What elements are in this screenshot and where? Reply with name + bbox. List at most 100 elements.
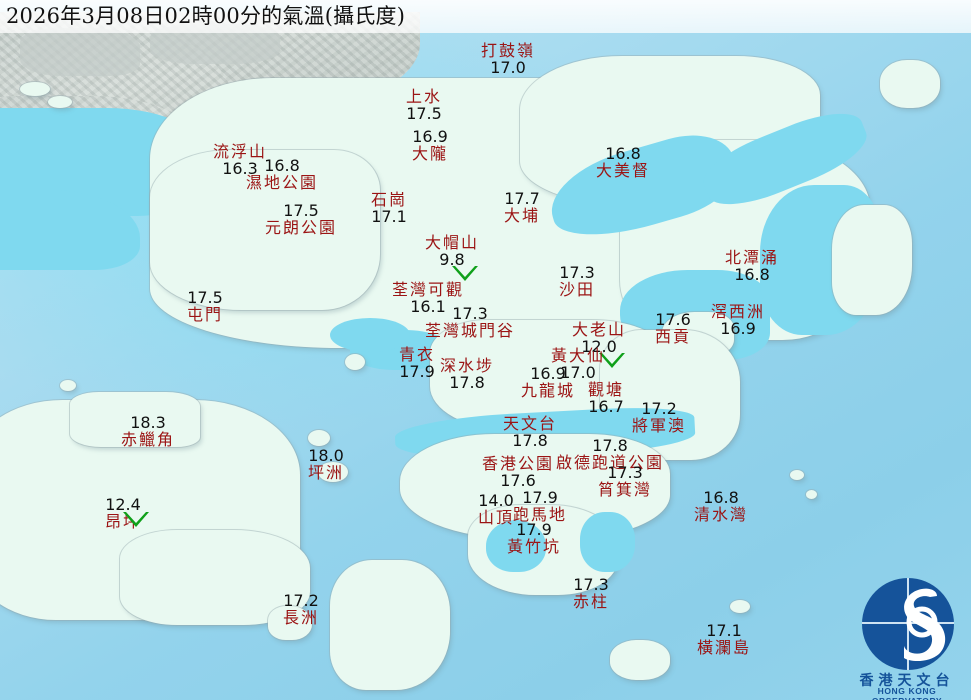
station-name: 沙田 bbox=[559, 280, 596, 299]
station-name: 清水灣 bbox=[694, 505, 749, 524]
station-label: 觀塘 16.7 bbox=[588, 381, 624, 415]
station-name: 元朗公園 bbox=[265, 218, 338, 237]
tsuen-wan-bay-water bbox=[330, 318, 410, 352]
lamma-island-land bbox=[330, 560, 450, 690]
station-name: 大埔 bbox=[504, 206, 541, 225]
station-label: 17.7 大埔 bbox=[504, 190, 540, 224]
station-temperature-value: 17.5 bbox=[187, 288, 223, 307]
station-temperature-value: 17.9 bbox=[522, 488, 558, 507]
station-temperature-value: 17.0 bbox=[560, 363, 596, 382]
station-temperature-value: 16.8 bbox=[264, 156, 300, 175]
station-name: 九龍城 bbox=[521, 381, 576, 400]
station-temperature-value: 17.2 bbox=[641, 399, 677, 418]
station-name: 香港公園 bbox=[482, 454, 555, 473]
station-temperature-value: 17.3 bbox=[573, 575, 609, 594]
station-label: 17.3 筲箕灣 bbox=[598, 464, 652, 498]
station-name: 荃灣可觀 bbox=[392, 280, 465, 299]
station-temperature-value: 17.1 bbox=[371, 207, 407, 226]
logo-s-glyph bbox=[904, 588, 946, 662]
page-title: 2026年3月08日02時00分的氣溫(攝氏度) bbox=[6, 4, 406, 28]
station-label: 17.3 赤柱 bbox=[573, 576, 609, 610]
ma-wan-island bbox=[345, 354, 365, 370]
station-label: 天文台 17.8 bbox=[503, 415, 557, 449]
station-temperature-value: 12.0 bbox=[581, 337, 617, 356]
station-name: 石崗 bbox=[371, 190, 408, 209]
station-label: 打鼓嶺 17.0 bbox=[481, 42, 535, 76]
station-name: 啟德跑道公園 bbox=[556, 453, 665, 472]
sai-kung-outer-island bbox=[832, 205, 912, 315]
station-label: 16.8 濕地公園 bbox=[246, 157, 318, 191]
station-name: 長洲 bbox=[283, 608, 320, 627]
tai-tam-bay-water bbox=[580, 512, 635, 572]
station-name: 筲箕灣 bbox=[598, 480, 653, 499]
station-temperature-value: 17.7 bbox=[504, 189, 540, 208]
station-label: 16.8 大美督 bbox=[596, 145, 650, 179]
station-temperature-value: 17.8 bbox=[449, 373, 485, 392]
station-label: 青衣 17.9 bbox=[399, 346, 435, 380]
station-temperature-value: 9.8 bbox=[439, 250, 465, 269]
station-name: 大隴 bbox=[412, 144, 449, 163]
station-label: 17.9 黃竹坑 bbox=[507, 521, 561, 555]
station-temperature-value: 16.3 bbox=[222, 159, 258, 178]
station-label: 17.8 啟德跑道公園 bbox=[556, 437, 664, 471]
station-name: 赤鱲角 bbox=[121, 430, 176, 449]
station-label: 17.2 長洲 bbox=[283, 592, 319, 626]
station-temperature-value: 17.6 bbox=[655, 310, 691, 329]
station-label: 香港公園 17.6 bbox=[482, 455, 554, 489]
station-temperature-value: 12.4 bbox=[105, 495, 141, 514]
station-name: 打鼓嶺 bbox=[481, 41, 536, 60]
station-label: 大老山 12.0 bbox=[572, 321, 626, 355]
station-label: 16.9 九龍城 bbox=[521, 365, 575, 399]
station-temperature-value: 16.8 bbox=[703, 488, 739, 507]
station-label: 17.3 沙田 bbox=[559, 264, 595, 298]
station-label: 16.9 大隴 bbox=[412, 128, 448, 162]
station-temperature-value: 17.3 bbox=[607, 463, 643, 482]
hko-logo-icon bbox=[862, 578, 954, 670]
logo-name-zh: 香港天文台 bbox=[859, 673, 955, 689]
urban-texture-1 bbox=[20, 28, 140, 76]
station-name: 大美督 bbox=[596, 161, 651, 180]
station-name: 黃竹坑 bbox=[507, 537, 562, 556]
station-temperature-value: 16.8 bbox=[734, 265, 770, 284]
station-temperature-value: 17.0 bbox=[490, 58, 526, 77]
cheung-chau-island bbox=[268, 606, 312, 640]
station-name: 山頂 bbox=[478, 508, 515, 527]
station-name: 橫瀾島 bbox=[697, 638, 752, 657]
station-name: 赤柱 bbox=[573, 592, 610, 611]
station-name: 北潭涌 bbox=[725, 248, 780, 267]
station-temperature-value: 17.8 bbox=[512, 431, 548, 450]
station-name: 觀塘 bbox=[588, 380, 625, 399]
station-label: 16.8 清水灣 bbox=[694, 489, 748, 523]
station-temperature-value: 17.2 bbox=[283, 591, 319, 610]
station-label: 流浮山 16.3 bbox=[213, 143, 267, 177]
station-name: 青衣 bbox=[399, 345, 436, 364]
station-temperature-value: 16.9 bbox=[530, 364, 566, 383]
po-toi-island bbox=[610, 640, 670, 680]
station-temperature-value: 18.0 bbox=[308, 446, 344, 465]
station-temperature-value: 18.3 bbox=[130, 413, 166, 432]
station-temperature-value: 17.9 bbox=[399, 362, 435, 381]
station-name: 西貢 bbox=[655, 327, 692, 346]
station-name: 大老山 bbox=[572, 320, 627, 339]
station-name: 屯門 bbox=[187, 305, 224, 324]
station-label: 黃大仙 17.0 bbox=[551, 347, 605, 381]
logo-name-en: HONG KONG OBSERVATORY bbox=[872, 686, 942, 700]
station-label: 17.5 元朗公園 bbox=[265, 202, 337, 236]
station-name: 荃灣城門谷 bbox=[425, 321, 516, 340]
high-altitude-station-marker-icon bbox=[452, 266, 478, 281]
hei-ling-chau-island bbox=[318, 462, 348, 482]
station-temperature-value: 16.7 bbox=[588, 397, 624, 416]
station-name: 滘西洲 bbox=[711, 302, 766, 321]
title-band: 2026年3月08日02時00分的氣溫(攝氏度) bbox=[0, 0, 971, 33]
station-label: 17.6 西貢 bbox=[655, 311, 691, 345]
station-temperature-value: 16.9 bbox=[720, 319, 756, 338]
hko-logo: 香港天文台 HONG KONG OBSERVATORY bbox=[848, 578, 966, 700]
station-temperature-value: 16.1 bbox=[410, 297, 446, 316]
station-temperature-value: 17.3 bbox=[452, 304, 488, 323]
station-temperature-value: 17.8 bbox=[592, 436, 628, 455]
station-temperature-value: 17.5 bbox=[406, 104, 442, 123]
station-label: 17.9 跑馬地 bbox=[513, 489, 567, 523]
clearwater-bay-islet-2 bbox=[806, 490, 817, 499]
station-name: 濕地公園 bbox=[246, 173, 319, 192]
